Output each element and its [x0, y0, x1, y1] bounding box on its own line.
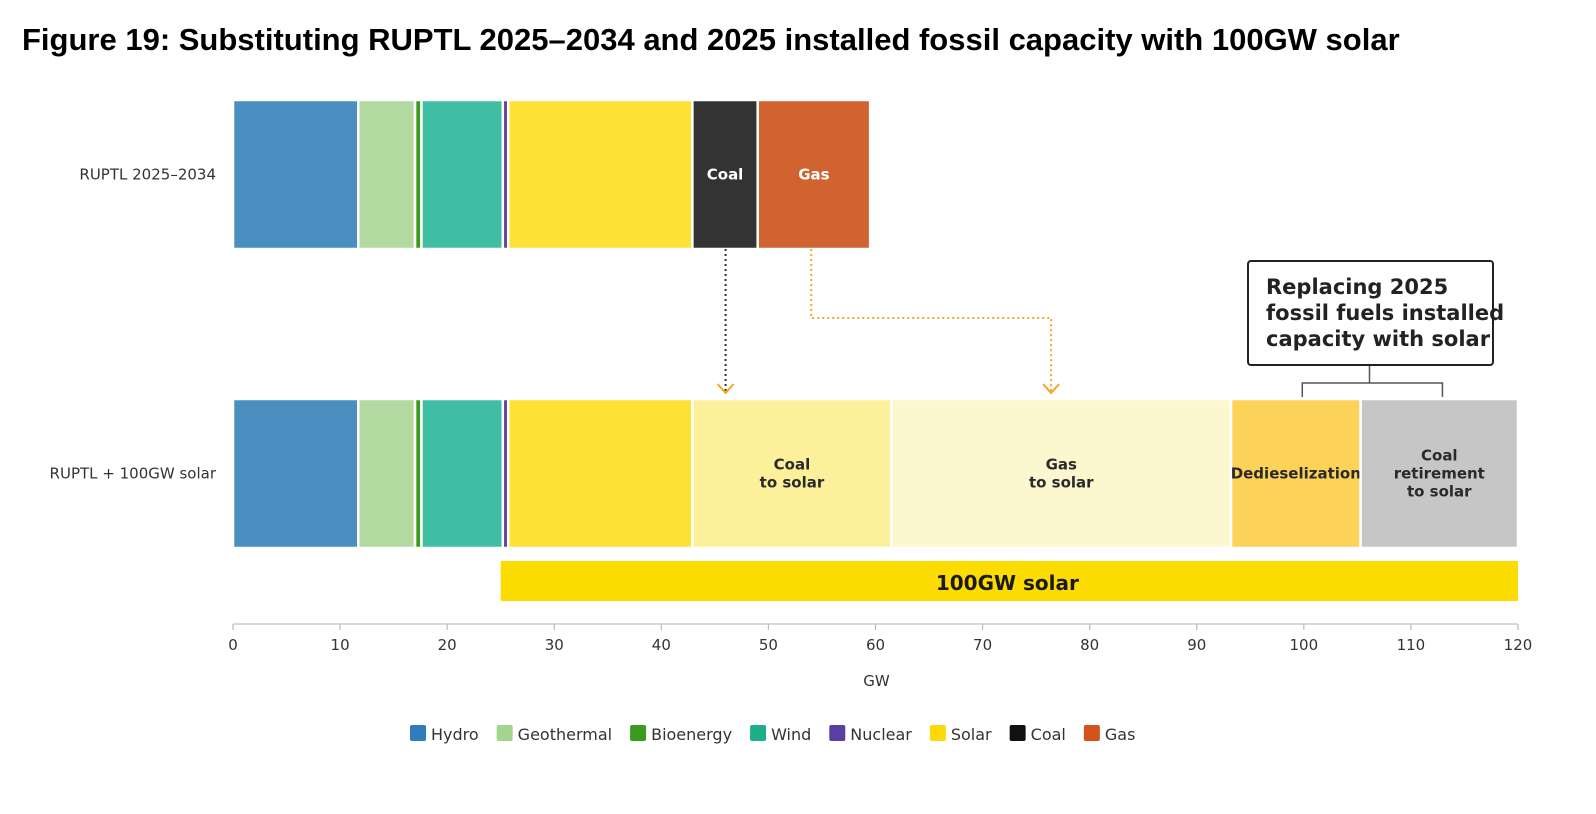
bar-segment-hydro-row0: [231, 98, 360, 251]
legend-swatch-hydro: [410, 725, 426, 741]
segment-label-gas-to-solar: Gas to solar: [1029, 456, 1094, 492]
legend: Hydro Geothermal Bioenergy Wind Nuclear Solar…: [410, 725, 1135, 744]
bar-segment-coal-row0: [691, 98, 759, 251]
legend-item-hydro: Hydro: [410, 725, 479, 744]
bar-segment-hydro-row1: [231, 397, 360, 550]
callout-bracket: [1301, 382, 1444, 397]
x-tick-label: 50: [759, 636, 778, 654]
segment-label-gas: Gas: [798, 166, 829, 184]
legend-item-nuclear: Nuclear: [829, 725, 912, 744]
x-tick-label: 40: [652, 636, 671, 654]
category-label-row0: RUPTL 2025–2034: [79, 166, 216, 184]
segment-label-coal-to-solar: Coal to solar: [760, 456, 825, 492]
legend-label-hydro: Hydro: [431, 725, 479, 744]
arrowhead-coal: [716, 383, 735, 395]
legend-label-wind: Wind: [771, 725, 811, 744]
x-tick-label: 80: [1080, 636, 1099, 654]
legend-swatch-nuclear: [829, 725, 846, 741]
legend-item-bioenergy: Bioenergy: [630, 725, 732, 744]
x-tick-label: 10: [331, 636, 350, 654]
legend-swatch-bioenergy: [630, 725, 647, 741]
bar-segment-dedieselization-row1: [1229, 397, 1362, 550]
x-tick-label: 110: [1397, 636, 1426, 654]
x-axis: 0 10 20 30 40 50 60 70 80 90 100 110 120 GW: [228, 623, 1533, 690]
x-tick-label: 120: [1504, 636, 1533, 654]
x-tick-label: 60: [866, 636, 885, 654]
category-label-row1: RUPTL + 100GW solar: [50, 465, 217, 483]
bar-segment-geothermal-row1: [357, 397, 417, 550]
legend-label-solar: Solar: [951, 725, 992, 744]
bar-segment-gas-to-solar-row1: [890, 397, 1233, 550]
bar-segment-geothermal-row0: [357, 98, 417, 251]
x-tick-label: 20: [438, 636, 457, 654]
bar-segment-solar-row1: [506, 397, 694, 550]
x-tick-label: 100: [1290, 636, 1319, 654]
legend-item-solar: Solar: [929, 725, 992, 744]
legend-item-geothermal: Geothermal: [496, 725, 612, 744]
callout-box: [1247, 260, 1494, 366]
bar-segment-wind-row0: [420, 98, 505, 251]
bar-segment-coal-to-solar-row1: [691, 397, 893, 550]
legend-item-coal: Coal: [1009, 725, 1066, 744]
total-solar-bar: [500, 561, 1518, 601]
legend-swatch-geothermal: [496, 725, 513, 741]
x-tick-label: 90: [1187, 636, 1206, 654]
x-tick-label: 70: [973, 636, 992, 654]
category-labels: RUPTL 2025–2034 RUPTL + 100GW solar: [50, 166, 217, 483]
bar-segment-gas-row0: [756, 98, 872, 251]
legend-label-geothermal: Geothermal: [518, 725, 612, 744]
total-solar-label: 100GW solar: [936, 571, 1079, 595]
legend-item-gas: Gas: [1083, 725, 1136, 744]
legend-label-bioenergy: Bioenergy: [651, 725, 732, 744]
x-tick-label: 0: [228, 636, 238, 654]
legend-swatch-solar: [929, 725, 946, 741]
x-tick-label: 30: [545, 636, 564, 654]
bars-layer: Coal Gas Coal to solar Gas to solar Dedieseliz…: [231, 98, 1520, 550]
legend-swatch-gas: [1083, 725, 1100, 741]
arrowhead-gas: [1042, 383, 1060, 395]
callout-layer: Replacing 2025 fossil fuels installed capa…: [1247, 260, 1504, 397]
legend-label-nuclear: Nuclear: [850, 725, 912, 744]
legend-swatch-coal: [1009, 725, 1026, 741]
callout-text: Replacing 2025 fossil fuels installed capa…: [1266, 275, 1504, 351]
segment-label-coal-retirement-to-solar: Coal retirement to solar: [1394, 447, 1485, 501]
figure-title: Figure 19: Substituting RUPTL 2025–2034 …: [22, 22, 1400, 57]
x-axis-title: GW: [863, 672, 890, 690]
bar-segment-coal-retirement-to-solar-row1: [1359, 397, 1520, 550]
legend-swatch-wind: [750, 725, 767, 741]
legend-label-coal: Coal: [1031, 725, 1066, 744]
legend-item-wind: Wind: [750, 725, 811, 744]
total-bar-layer: 100GW solar: [500, 561, 1518, 601]
segment-label-dedieselization: Dedieselization: [1231, 465, 1361, 483]
bar-segment-solar-row0: [506, 98, 694, 251]
bar-segment-wind-row1: [420, 397, 505, 550]
segment-label-coal: Coal: [707, 166, 744, 184]
arrow-gas-to-solar: [810, 249, 1053, 393]
legend-label-gas: Gas: [1105, 725, 1136, 744]
arrows-layer: [716, 249, 1060, 395]
